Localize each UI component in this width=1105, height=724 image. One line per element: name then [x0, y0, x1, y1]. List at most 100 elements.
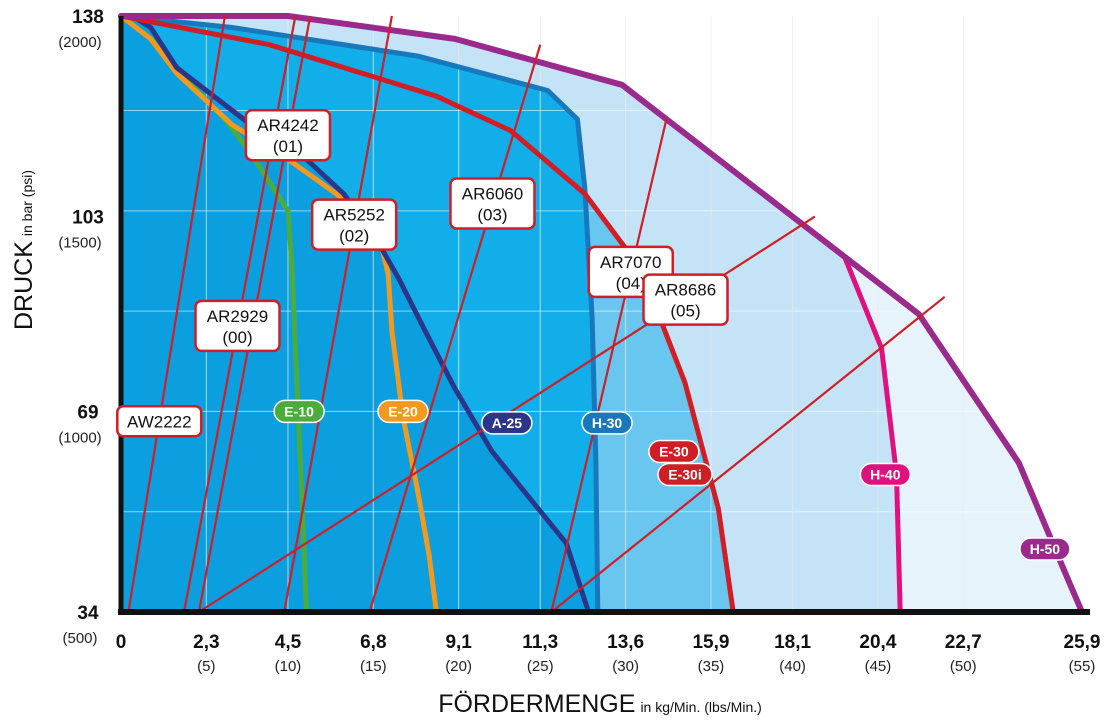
series-label-pill [273, 399, 325, 424]
nozzle-label-name: AR8686 [655, 281, 716, 300]
nozzle-label-box [116, 405, 203, 438]
x-tick-sublabel: (35) [698, 658, 725, 675]
y-tick-sublabel: (1000) [58, 429, 101, 446]
x-tick-label: 25,9 [1064, 632, 1101, 653]
nozzle-label-name: AR6060 [462, 185, 523, 204]
nozzle-label-box [244, 108, 332, 162]
curve-a-25 [129, 13, 591, 615]
x-tick-sublabel: (15) [360, 658, 387, 675]
x-tick-sublabel: (50) [950, 658, 977, 675]
series-labels: E-10 E-20 A-25 H-30 E-30 E-30i H-40 H-50 [273, 399, 1071, 561]
series-label-text: H-40 [870, 466, 901, 482]
x-tick-sublabel: (55) [1069, 658, 1096, 675]
x-tick-label: 15,9 [692, 632, 729, 653]
y-tick-sublabel: (500) [62, 630, 97, 647]
nozzle-label-ar2929: AR2929 (00) [194, 299, 281, 353]
y-tick-label: 69 [77, 402, 98, 423]
series-label-pill [377, 399, 429, 424]
x-tick-sublabel: (5) [197, 658, 215, 675]
x-tick-label: 6,8 [360, 632, 386, 653]
curve-area-fills [121, 16, 1082, 612]
y-axis-title: DRUCK in bar (psi) [10, 170, 38, 330]
series-label-e-30: E-30 [648, 439, 700, 464]
y-tick-sublabel: (1500) [58, 235, 101, 252]
nozzle-line-unlabeled-7 [550, 295, 946, 613]
nozzle-label-ar5252: AR5252 (02) [310, 198, 398, 251]
nozzle-label-ar8686: AR8686 (05) [642, 273, 729, 326]
nozzle-label-code: (01) [273, 137, 303, 156]
nozzle-label-code: (03) [477, 206, 507, 225]
x-tick-label: 13,6 [607, 632, 644, 653]
series-label-a-25: A-25 [481, 411, 533, 435]
x-tick-label: 2,3 [193, 632, 219, 653]
series-label-pill [581, 411, 633, 435]
series-label-e-30i: E-30i [657, 462, 713, 487]
series-label-text: E-20 [388, 403, 418, 419]
series-label-h-30: H-30 [581, 411, 633, 435]
nozzle-label-ar4242: AR4242 (01) [244, 108, 332, 162]
tick-labels: 0 2,3 (5) 4,5 (10) 6,8 (15) 9,1 (20) 11,3 (25) 13,6… [58, 7, 1100, 675]
series-label-e-20: E-20 [377, 399, 429, 424]
series-label-pill [1019, 537, 1071, 561]
nozzle-line-ar6060 [368, 44, 542, 613]
x-tick-sublabel: (30) [612, 658, 639, 675]
y-axis-title-unit: in bar (psi) [19, 170, 35, 236]
x-tick-label: 11,3 [522, 632, 558, 653]
y-tick-label: 103 [72, 208, 104, 229]
nozzle-label-name: AR5252 [323, 206, 384, 225]
series-label-pill [481, 411, 533, 435]
x-axis-title: FÖRDERMENGE in kg/Min. (lbs/Min.) [438, 690, 762, 718]
series-label-text: A-25 [492, 415, 523, 431]
nozzle-label-box [194, 299, 281, 353]
nozzle-label-box [449, 177, 536, 230]
nozzle-line-ar5252 [283, 15, 393, 613]
nozzle-line-ar7070 [550, 118, 668, 613]
series-label-text: E-30 [659, 444, 689, 460]
nozzle-label-code: (05) [670, 302, 700, 321]
x-tick-sublabel: (10) [275, 658, 302, 675]
x-tick-label: 18,1 [774, 632, 811, 653]
series-label-pill [657, 462, 713, 487]
nozzle-label-box [642, 273, 729, 326]
series-label-text: H-30 [592, 415, 623, 431]
series-label-text: H-50 [1030, 541, 1061, 557]
nozzle-label-code: (02) [339, 227, 369, 246]
x-tick-label: 4,5 [275, 632, 302, 653]
series-label-text: E-30i [668, 466, 701, 482]
y-axis-title-main: DRUCK [10, 241, 38, 330]
x-tick-label: 9,1 [445, 632, 472, 653]
nozzle-labels: AW2222 AR2929 (00) AR4242 (01) AR5252 (02) AR60… [116, 108, 729, 438]
series-label-pill [648, 439, 700, 464]
nozzle-label-code: (00) [222, 328, 252, 347]
x-tick-sublabel: (40) [779, 658, 806, 675]
series-label-h-40: H-40 [859, 462, 912, 487]
series-label-e-10: E-10 [273, 399, 325, 424]
x-tick-sublabel: (25) [527, 658, 554, 675]
nozzle-label-name: AR7070 [600, 253, 661, 272]
x-tick-label: 0 [116, 632, 127, 653]
series-label-text: E-10 [284, 403, 314, 419]
x-axis-title-unit: in kg/Min. (lbs/Min.) [640, 699, 761, 715]
y-tick-sublabel: (2000) [58, 34, 101, 51]
x-tick-sublabel: (20) [445, 658, 472, 675]
nozzle-label-aw2222: AW2222 [116, 405, 203, 438]
nozzle-label-code: (04) [616, 274, 646, 293]
nozzle-label-name: AR2929 [207, 307, 268, 326]
nozzle-label-name: AR4242 [257, 116, 318, 135]
y-tick-label: 34 [77, 603, 99, 624]
nozzle-label-name: AW2222 [127, 412, 192, 431]
x-tick-label: 20,4 [859, 632, 896, 653]
nozzle-line-aw2222 [127, 15, 226, 613]
x-tick-sublabel: (45) [865, 658, 892, 675]
x-tick-label: 22,7 [945, 632, 982, 653]
x-axis-title-main: FÖRDERMENGE [438, 690, 635, 718]
nozzle-label-box [310, 198, 398, 251]
nozzle-label-ar6060: AR6060 (03) [449, 177, 536, 230]
series-label-h-50: H-50 [1019, 537, 1071, 561]
axis-titles: DRUCK in bar (psi) FÖRDERMENGE in kg/Min. … [10, 170, 762, 718]
area-a-25 [121, 16, 589, 612]
series-label-pill [859, 462, 912, 487]
y-tick-label: 138 [72, 7, 104, 28]
axes [118, 16, 1090, 615]
